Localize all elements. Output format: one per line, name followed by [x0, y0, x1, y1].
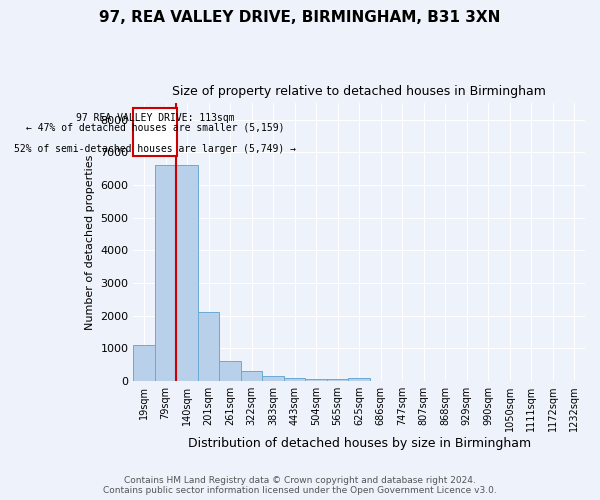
Bar [262, 376, 284, 381]
Bar [155, 166, 176, 381]
Bar [327, 380, 349, 381]
X-axis label: Distribution of detached houses by size in Birmingham: Distribution of detached houses by size … [188, 437, 531, 450]
Bar [349, 378, 370, 381]
Bar [241, 372, 262, 381]
Text: ← 47% of detached houses are smaller (5,159): ← 47% of detached houses are smaller (5,… [26, 123, 284, 133]
Bar [133, 345, 155, 381]
Y-axis label: Number of detached properties: Number of detached properties [85, 154, 95, 330]
Title: Size of property relative to detached houses in Birmingham: Size of property relative to detached ho… [172, 85, 546, 98]
Bar [176, 166, 198, 381]
Text: 97, REA VALLEY DRIVE, BIRMINGHAM, B31 3XN: 97, REA VALLEY DRIVE, BIRMINGHAM, B31 3X… [100, 10, 500, 25]
Bar [284, 378, 305, 381]
FancyBboxPatch shape [133, 108, 178, 156]
Text: 97 REA VALLEY DRIVE: 113sqm: 97 REA VALLEY DRIVE: 113sqm [76, 113, 235, 123]
Text: Contains HM Land Registry data © Crown copyright and database right 2024.
Contai: Contains HM Land Registry data © Crown c… [103, 476, 497, 495]
Bar [198, 312, 220, 381]
Bar [220, 362, 241, 381]
Text: 52% of semi-detached houses are larger (5,749) →: 52% of semi-detached houses are larger (… [14, 144, 296, 154]
Bar [305, 379, 327, 381]
